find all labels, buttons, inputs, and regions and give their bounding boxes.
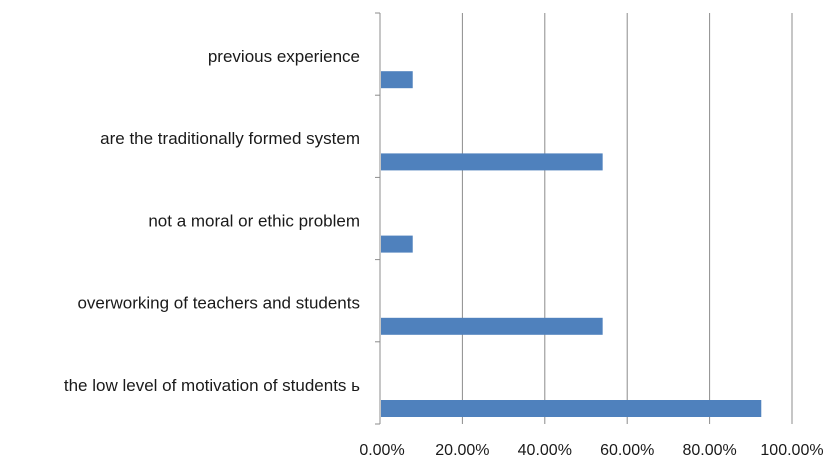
category-labels: previous experience are the traditionally… (64, 47, 360, 395)
gridlines (461, 13, 793, 424)
x-tick-label: 0.00% (359, 442, 404, 459)
x-tick-label: 60.00% (600, 442, 654, 459)
bar (381, 400, 762, 417)
category-label: are the traditionally formed system (100, 129, 360, 148)
x-tick-label: 40.00% (518, 442, 572, 459)
bars (381, 71, 762, 417)
category-axis (375, 12, 381, 425)
x-tick-label: 80.00% (682, 442, 736, 459)
bar (381, 317, 603, 335)
category-label: not a moral or ethic problem (148, 211, 360, 230)
category-label: previous experience (208, 47, 360, 66)
x-tick-label: 20.00% (435, 442, 489, 459)
bar (381, 71, 413, 89)
bar (381, 235, 413, 253)
x-tick-labels: 0.00% 20.00% 40.00% 60.00% 80.00% 100.00% (359, 442, 823, 459)
category-label: overworking of teachers and students (77, 294, 360, 313)
x-tick-label: 100.00% (760, 442, 823, 459)
category-label: the low level of motivation of students … (64, 376, 360, 395)
bar (381, 153, 603, 171)
